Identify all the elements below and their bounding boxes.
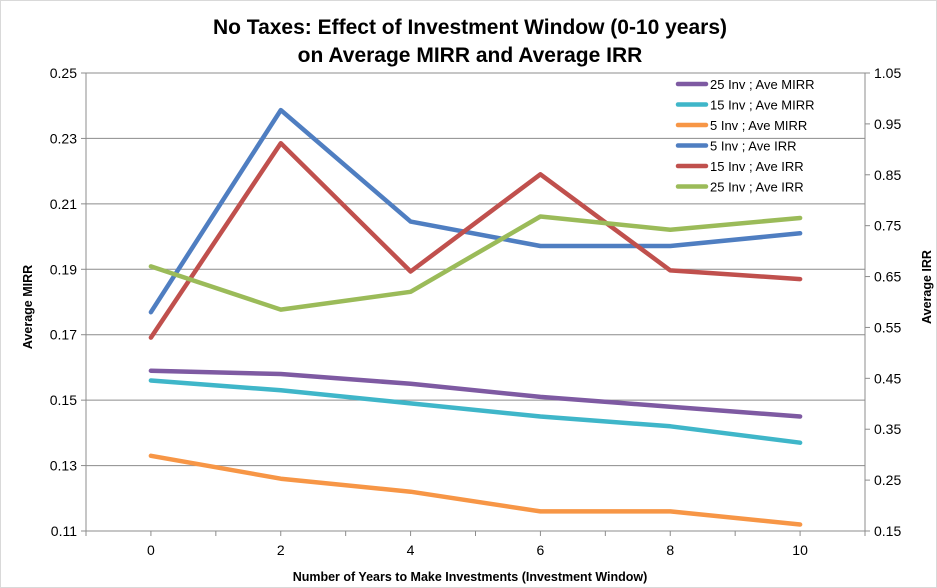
- legend-label-25-inv-ave-irr: 25 Inv ; Ave IRR: [710, 180, 804, 195]
- chart-title-line-1: No Taxes: Effect of Investment Window (0…: [213, 16, 727, 39]
- series-line-15-inv-ave-irr: [148, 140, 803, 340]
- left-tick-label-7: 0.25: [50, 65, 77, 81]
- x-tick-label-3: 6: [537, 542, 545, 558]
- right-tick-label-3: 0.45: [874, 370, 901, 386]
- left-tick-label-0: 0.11: [51, 523, 77, 539]
- right-tick-label-8: 0.95: [874, 116, 901, 132]
- right-tick-label-5: 0.65: [874, 269, 901, 285]
- legend-label-15-inv-ave-mirr: 15 Inv ; Ave MIRR: [710, 98, 815, 113]
- legend-label-25-inv-ave-mirr: 25 Inv ; Ave MIRR: [710, 77, 815, 92]
- x-tick-label-1: 2: [277, 542, 285, 558]
- legend: 25 Inv ; Ave MIRR 15 Inv ; Ave MIRR 5 Inv …: [675, 77, 815, 195]
- series-line-15-inv-ave-mirr: [148, 378, 803, 445]
- series-line-25-inv-ave-irr: [148, 214, 803, 312]
- series-line-25-inv-ave-mirr: [148, 368, 803, 419]
- x-tick-label-2: 4: [407, 542, 415, 558]
- right-tick-label-1: 0.25: [874, 472, 901, 488]
- legend-label-15-inv-ave-irr: 15 Inv ; Ave IRR: [710, 159, 804, 174]
- series-lines: [148, 107, 803, 527]
- right-tick-label-9: 1.05: [874, 65, 901, 81]
- left-tick-label-2: 0.15: [50, 392, 77, 408]
- right-tick-label-6: 0.75: [874, 218, 901, 234]
- series-line-5-inv-ave-irr: [148, 107, 803, 315]
- left-tick-label-3: 0.17: [50, 327, 77, 343]
- x-tick-label-5: 10: [792, 542, 808, 558]
- right-tick-label-7: 0.85: [874, 167, 901, 183]
- right-y-axis-ticks: 0.15 0.25 0.35 0.45 0.55 0.65 0.75 0.85 0.95 1.05: [865, 65, 901, 539]
- right-tick-label-4: 0.55: [874, 319, 901, 335]
- left-y-axis-ticks: 0.11 0.13 0.15 0.17 0.19 0.21 0.23 0.25: [50, 65, 86, 539]
- right-tick-label-0: 0.15: [874, 523, 901, 539]
- left-y-axis-label: Average MIRR: [21, 265, 35, 349]
- chart-title-line-2: on Average MIRR and Average IRR: [298, 44, 643, 67]
- x-axis-label: Number of Years to Make Investments (Inv…: [293, 570, 648, 584]
- right-tick-label-2: 0.35: [874, 421, 901, 437]
- series-line-5-inv-ave-mirr: [148, 453, 803, 527]
- x-tick-label-4: 8: [666, 542, 674, 558]
- right-y-axis-label: Average IRR: [920, 250, 934, 324]
- x-axis-ticks: 0 2 4 6 8 10: [85, 531, 866, 558]
- left-tick-label-4: 0.19: [50, 261, 77, 277]
- left-tick-label-6: 0.23: [50, 130, 77, 146]
- left-tick-label-5: 0.21: [50, 196, 77, 212]
- x-tick-label-0: 0: [147, 542, 155, 558]
- left-tick-label-1: 0.13: [50, 458, 77, 474]
- legend-label-5-inv-ave-irr: 5 Inv ; Ave IRR: [710, 139, 796, 154]
- legend-label-5-inv-ave-mirr: 5 Inv ; Ave MIRR: [710, 118, 807, 133]
